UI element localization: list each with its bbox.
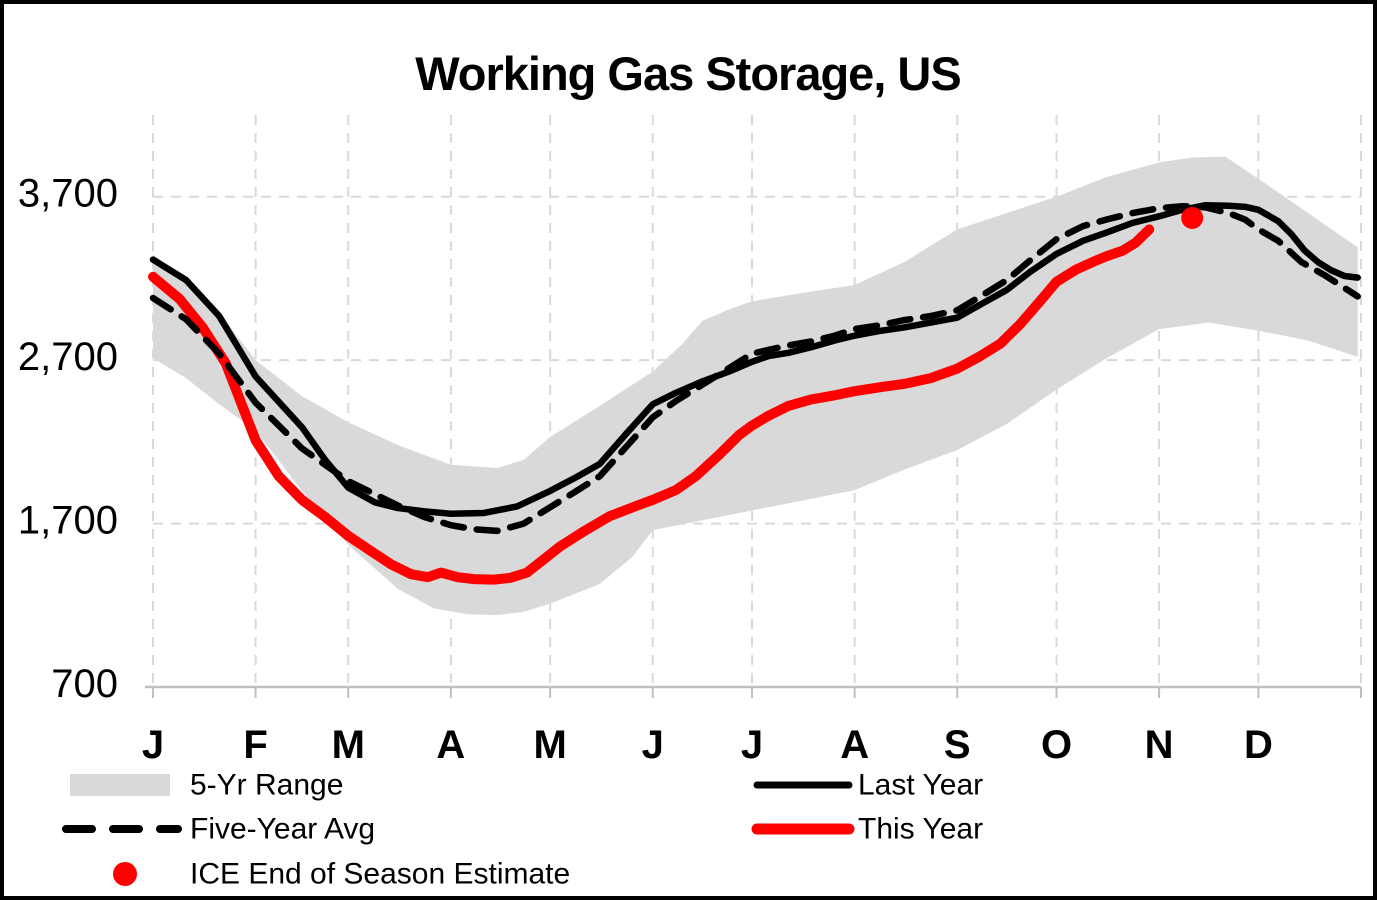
x-axis-month-label: J	[142, 723, 164, 767]
x-axis-month-label: M	[332, 723, 365, 767]
data-series	[148, 201, 1361, 585]
legend-label: ICE End of Season Estimate	[190, 858, 570, 891]
legend: 5-Yr Range Five-Year Avg ICE End of Season…	[62, 769, 983, 891]
y-axis-label: 3,700	[18, 172, 118, 216]
legend-swatch-red-dot	[113, 862, 137, 886]
axis-labels: 700 1,700 2,700 3,700 J F M A M J J A S O N D	[18, 172, 1273, 767]
x-axis-month-label: S	[944, 723, 971, 767]
series-this-year	[148, 224, 1155, 585]
axes	[145, 685, 1362, 698]
y-axis-label: 2,700	[18, 335, 118, 379]
legend-label: Five-Year Avg	[190, 813, 375, 846]
x-axis-month-label: D	[1244, 723, 1273, 767]
x-axis-month-label: A	[436, 723, 465, 767]
five-year-range-band	[153, 156, 1358, 616]
chart-canvas: 700 1,700 2,700 3,700 J F M A M J J A S O N D Working G…	[18, 47, 1362, 891]
legend-label: Last Year	[858, 769, 983, 802]
five-year-range-area	[153, 156, 1358, 616]
y-axis-label: 700	[51, 662, 118, 706]
legend-label: This Year	[858, 813, 983, 846]
series-five-year-avg	[149, 202, 1361, 535]
x-axis-month-label: J	[741, 723, 763, 767]
x-axis-month-label: N	[1145, 723, 1174, 767]
series-last-year	[149, 201, 1361, 518]
x-axis-month-label: O	[1041, 723, 1072, 767]
x-axis-month-label: F	[243, 723, 267, 767]
legend-swatch-band	[70, 774, 170, 796]
x-axis-month-label: J	[642, 723, 664, 767]
legend-label: 5-Yr Range	[190, 769, 343, 802]
y-axis-label: 1,700	[18, 499, 118, 543]
x-axis-month-label: M	[533, 723, 566, 767]
chart-title: Working Gas Storage, US	[415, 47, 960, 100]
ice-end-of-season-estimate-point	[1181, 206, 1204, 229]
x-axis-month-label: A	[840, 723, 869, 767]
